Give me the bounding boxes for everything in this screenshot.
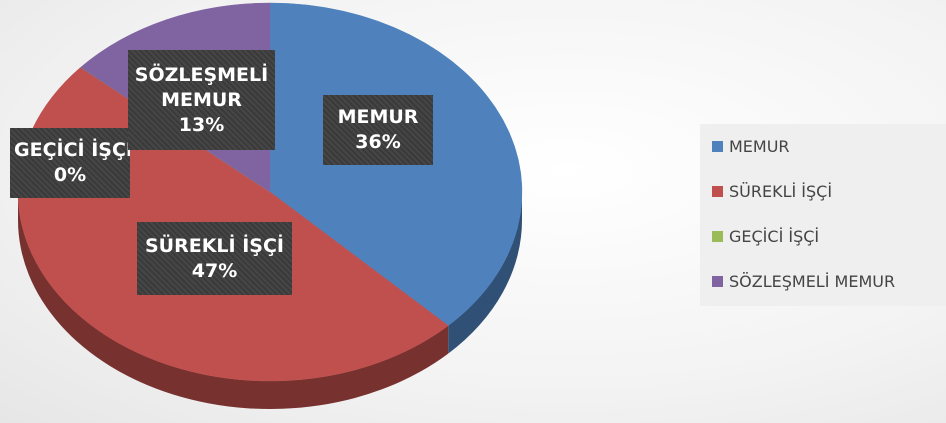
data-label: MEMUR 36% (323, 95, 433, 165)
data-label: SÜREKLİ İŞÇİ 47% (137, 222, 292, 295)
legend-item: SÜREKLİ İŞÇİ (712, 182, 832, 201)
label-value: 0% (53, 164, 87, 186)
legend-label: MEMUR (729, 137, 790, 156)
legend-swatch (712, 141, 723, 152)
legend: MEMUR SÜREKLİ İŞÇİ GEÇİCİ İŞÇİ SÖZLEŞMELİ M… (700, 124, 946, 306)
data-label: GEÇİCİ İŞÇİ 0% (10, 128, 130, 198)
legend-label: GEÇİCİ İŞÇİ (729, 227, 820, 246)
pie-side (448, 192, 522, 354)
data-label: SÖZLEŞMELİ MEMUR 13% (128, 50, 275, 150)
legend-item: SÖZLEŞMELİ MEMUR (712, 272, 895, 291)
legend-swatch (712, 186, 723, 197)
label-value: 36% (355, 131, 401, 153)
legend-item: GEÇİCİ İŞÇİ (712, 227, 819, 246)
legend-swatch (712, 231, 723, 242)
legend-swatch (712, 276, 723, 287)
legend-item: MEMUR (712, 137, 790, 156)
legend-label: SÜREKLİ İŞÇİ (729, 182, 833, 201)
pie-side (18, 192, 449, 410)
label-value: 47% (191, 259, 238, 282)
label-category: GEÇİCİ İŞÇİ (14, 139, 130, 161)
label-category: SÜREKLİ İŞÇİ (144, 234, 284, 257)
label-category: SÖZLEŞMELİ MEMUR (134, 63, 269, 111)
legend-label: SÖZLEŞMELİ MEMUR (729, 272, 896, 291)
label-category: MEMUR (337, 106, 419, 128)
label-value: 13% (178, 113, 225, 136)
